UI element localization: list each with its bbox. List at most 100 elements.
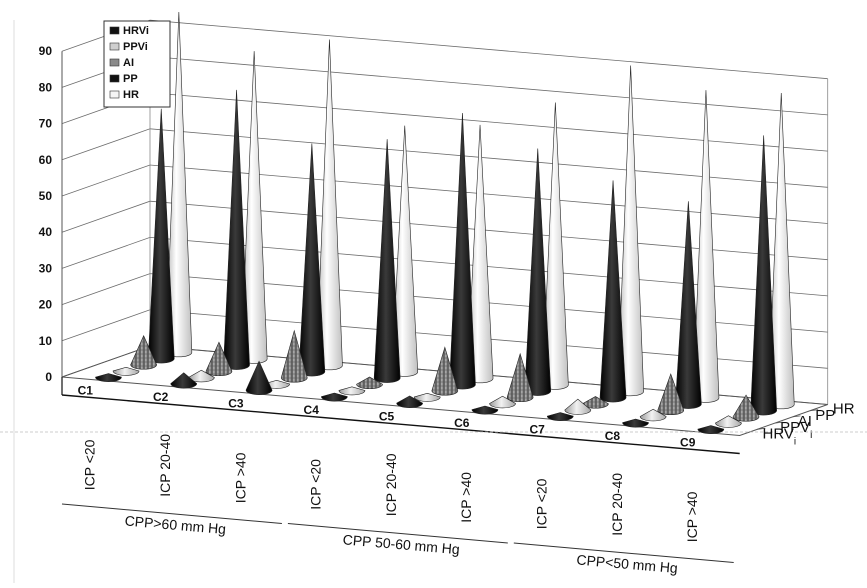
icp-label: ICP <20 bbox=[308, 459, 324, 510]
group-label: CPP>60 mm Hg bbox=[124, 512, 227, 537]
cone-HRVi-C4 bbox=[321, 392, 348, 402]
cone-body bbox=[356, 376, 383, 390]
y-tick-label: 20 bbox=[39, 298, 53, 312]
group-label: CPP<50 mm Hg bbox=[576, 551, 679, 576]
legend-label: HR bbox=[123, 89, 139, 101]
legend-swatch bbox=[109, 42, 120, 51]
legend-swatch bbox=[109, 90, 120, 99]
cone-PPVi-C8 bbox=[639, 408, 667, 422]
icp-label: ICP >40 bbox=[232, 452, 248, 503]
y-tick-label: 0 bbox=[45, 370, 52, 384]
cone-body bbox=[564, 398, 592, 415]
cone-body bbox=[489, 395, 516, 409]
legend-swatch bbox=[109, 26, 120, 35]
cone-body bbox=[639, 408, 667, 422]
depth-label-subscript: i bbox=[794, 436, 796, 447]
category-label: C2 bbox=[153, 390, 169, 404]
cone-body bbox=[413, 393, 441, 402]
icp-label: ICP 20-40 bbox=[609, 473, 625, 536]
cone-PPVi-C1 bbox=[112, 367, 140, 376]
cone-HRVi-C5 bbox=[396, 395, 423, 408]
cone-PPVi-C9 bbox=[715, 415, 742, 428]
cone-PP-C5 bbox=[449, 113, 476, 390]
icp-label: ICP 20-40 bbox=[157, 434, 173, 497]
cone-body bbox=[170, 372, 198, 389]
category-label: C6 bbox=[454, 416, 470, 430]
cone-PP-C2 bbox=[223, 89, 250, 370]
cone-body bbox=[321, 392, 348, 402]
cone-HRVi-C9 bbox=[697, 425, 725, 434]
cone-AI-C1 bbox=[130, 335, 157, 370]
legend-swatch bbox=[109, 58, 120, 67]
icp-label: ICP 20-40 bbox=[383, 453, 399, 516]
cone-body bbox=[373, 139, 401, 383]
cone-body bbox=[715, 415, 742, 428]
cone-body bbox=[622, 418, 649, 428]
group-label: CPP 50-60 mm Hg bbox=[342, 531, 460, 557]
legend-label: AI bbox=[123, 57, 134, 69]
legend-label: PP bbox=[123, 73, 138, 85]
depth-label-main: HRV bbox=[763, 425, 794, 442]
depth-tick bbox=[810, 409, 819, 412]
depth-tick bbox=[757, 427, 766, 430]
cone-body bbox=[245, 360, 273, 395]
x-axis-baseline bbox=[61, 394, 740, 455]
icp-label: ICP <20 bbox=[533, 478, 549, 529]
depth-label-main: AI bbox=[798, 413, 812, 430]
cone-PP-C9 bbox=[750, 135, 777, 416]
cone-body bbox=[449, 113, 476, 390]
depth-label-main: PP bbox=[815, 407, 835, 424]
depth-label: AI bbox=[798, 413, 812, 430]
depth-label: HRVi bbox=[763, 425, 797, 447]
category-label: C8 bbox=[605, 429, 621, 443]
y-tick-label: 90 bbox=[39, 44, 53, 58]
y-tick-label: 80 bbox=[39, 80, 53, 94]
cone-body bbox=[95, 373, 122, 382]
cone-HRVi-C3 bbox=[245, 360, 273, 395]
legend-swatch bbox=[109, 74, 120, 83]
cone-body bbox=[750, 135, 777, 416]
cone-body bbox=[431, 346, 459, 396]
depth-label-subscript: i bbox=[810, 430, 812, 441]
cone-PPVi-C6 bbox=[489, 395, 516, 409]
cone-AI-C5 bbox=[431, 346, 459, 396]
floor bbox=[61, 345, 828, 437]
depth-label-main: HR bbox=[833, 401, 855, 418]
legend-label: HRVi bbox=[123, 25, 149, 37]
group-underline bbox=[287, 523, 508, 544]
category-label: C3 bbox=[228, 396, 244, 410]
cone-HRVi-C6 bbox=[471, 405, 499, 415]
cone-PP-C4 bbox=[373, 139, 401, 383]
cone-body bbox=[280, 329, 308, 383]
icp-label: ICP <20 bbox=[82, 439, 98, 490]
category-label: C1 bbox=[78, 383, 94, 397]
legend: HRVi PPVi AI PP HR bbox=[103, 20, 171, 108]
cone-body bbox=[223, 89, 250, 370]
cone-HRVi-C1 bbox=[95, 373, 122, 382]
category-label: C7 bbox=[529, 422, 545, 436]
category-label: C9 bbox=[680, 435, 696, 449]
cone-body bbox=[130, 335, 157, 370]
cone-body bbox=[112, 367, 140, 376]
axes-layer: 0 10 20 30 40 50 60 70 80 90 bbox=[0, 19, 867, 583]
cone-PPVi-C7 bbox=[564, 398, 592, 415]
y-tick-label: 30 bbox=[39, 261, 53, 275]
cone-AI-C4 bbox=[356, 376, 383, 390]
cone-body bbox=[697, 425, 725, 434]
cone-PPVi-C5 bbox=[413, 393, 441, 402]
cone-HRVi-C2 bbox=[170, 372, 198, 389]
icp-label: ICP >40 bbox=[684, 491, 700, 542]
depth-label: PPVi bbox=[780, 419, 812, 441]
legend-label: PPVi bbox=[123, 41, 148, 53]
cone-body bbox=[471, 405, 499, 415]
cone-AI-C3 bbox=[280, 329, 308, 383]
cone-body bbox=[338, 386, 366, 396]
cone-PPVi-C4 bbox=[338, 386, 366, 396]
y-tick-label: 70 bbox=[39, 117, 53, 131]
depth-tick bbox=[792, 415, 801, 418]
y-tick-label: 40 bbox=[39, 225, 53, 239]
cones-layer bbox=[95, 12, 795, 434]
depth-tick bbox=[774, 421, 783, 424]
group-underline bbox=[513, 542, 734, 563]
